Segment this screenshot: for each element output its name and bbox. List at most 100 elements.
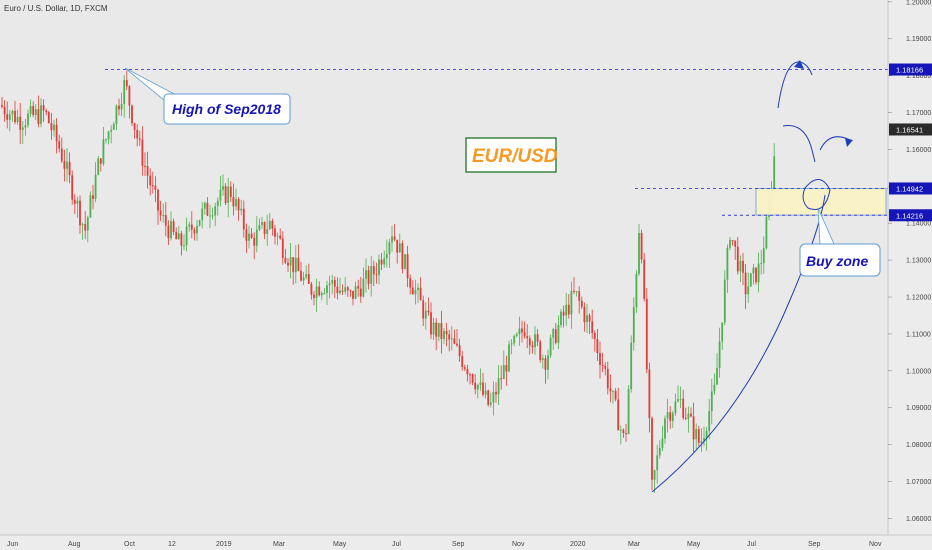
time-axis: Jun Aug Oct 12 2019 Mar May Jul Sep Nov 2020 Mar May…	[0, 534, 932, 550]
candle-body	[305, 274, 308, 278]
candle-body	[300, 270, 302, 281]
candle-body	[544, 358, 547, 370]
candle-body	[237, 199, 240, 211]
candle-body	[632, 307, 635, 343]
candle-body	[133, 123, 136, 130]
candle-body	[157, 189, 159, 211]
candle-body	[560, 311, 562, 326]
candle-body	[242, 208, 245, 230]
candle-body	[508, 344, 510, 372]
candle-body	[60, 148, 63, 162]
candle-body	[619, 429, 622, 431]
candle-body	[146, 166, 149, 176]
candle-body	[723, 279, 726, 323]
candle-body	[752, 267, 755, 274]
candle-body	[534, 334, 536, 348]
candle-body	[222, 186, 224, 190]
candle-body	[422, 300, 425, 319]
candle-body	[333, 280, 336, 287]
high-of-sep2018-label: High of Sep2018	[172, 101, 281, 117]
candle-body	[8, 114, 11, 120]
candle-body	[656, 455, 659, 471]
candle-body	[81, 224, 84, 226]
candle-body	[466, 368, 469, 375]
candle-body	[658, 447, 661, 456]
arrowhead-high	[794, 60, 804, 69]
level-tag-1.18166-bg	[889, 63, 932, 76]
y-tick-label: 1.09000	[906, 405, 931, 412]
candle-body	[627, 389, 630, 434]
candle-body	[349, 290, 352, 292]
candle-body	[471, 374, 474, 383]
candle-body	[606, 368, 609, 389]
candle-body	[159, 210, 162, 216]
candle-body	[479, 382, 482, 385]
candle-body	[393, 236, 396, 240]
candle-body	[302, 277, 305, 281]
candle-body	[21, 127, 24, 130]
candle-body	[281, 238, 284, 258]
candle-body	[255, 229, 258, 246]
candle-body	[419, 287, 422, 301]
candle-body	[341, 290, 344, 292]
candle-body	[635, 273, 638, 308]
y-tick-label: 1.20000	[906, 0, 931, 6]
candle-body	[773, 156, 776, 190]
candle-body	[578, 291, 581, 301]
candle-body	[27, 113, 29, 126]
x-tick-label: Mar	[628, 541, 641, 548]
candle-body	[453, 338, 456, 344]
candle-body	[450, 338, 453, 340]
candle-body	[354, 286, 357, 299]
candle-body	[47, 112, 50, 123]
y-tick-label: 1.17000	[906, 110, 931, 117]
x-tick-label: Jul	[747, 541, 756, 548]
candle-body	[575, 291, 578, 293]
candle-body	[214, 206, 217, 216]
y-tick-label: 1.14000	[906, 221, 931, 228]
candle-body	[645, 298, 648, 370]
candle-body	[463, 367, 466, 369]
candle-body	[679, 398, 682, 400]
y-tick-label: 1.10000	[906, 368, 931, 375]
candle-body	[528, 338, 531, 346]
candle-body	[331, 280, 334, 284]
candle-body	[762, 248, 765, 264]
candle-body	[211, 215, 214, 217]
candle-body	[731, 240, 734, 242]
candle-body	[313, 294, 315, 298]
candle-body	[227, 186, 230, 203]
candle-body	[573, 290, 575, 292]
zone-callout-box	[799, 243, 881, 277]
last-price-tag: 1.16541	[896, 125, 923, 134]
x-tick-label: Sep	[452, 541, 465, 548]
candle-body	[474, 382, 477, 390]
pair-label: EUR/USD	[472, 146, 558, 167]
candle-body	[123, 80, 126, 104]
candle-body	[250, 233, 253, 238]
candle-body	[190, 224, 193, 230]
candle-body	[404, 254, 406, 269]
candle-body	[131, 105, 133, 124]
buy-zone-rect	[755, 188, 887, 216]
y-tick-label: 1.12000	[906, 295, 931, 302]
candle-body	[739, 260, 742, 272]
candle-body	[539, 341, 542, 361]
levels-layer	[105, 69, 888, 216]
x-tick-label: Sep	[808, 541, 821, 548]
candle-body	[172, 221, 175, 233]
candle-body	[362, 278, 365, 297]
candle-body	[469, 374, 471, 376]
candle-body	[697, 429, 700, 443]
candle-body	[375, 274, 378, 276]
candle-body	[162, 215, 165, 217]
candle-body	[435, 322, 438, 337]
candle-body	[34, 109, 37, 115]
candle-body	[357, 286, 360, 289]
x-tick-label: Nov	[869, 541, 882, 548]
candle-body	[684, 417, 687, 419]
candle-body	[232, 197, 235, 207]
candle-body	[502, 364, 505, 380]
candle-body	[599, 352, 601, 365]
